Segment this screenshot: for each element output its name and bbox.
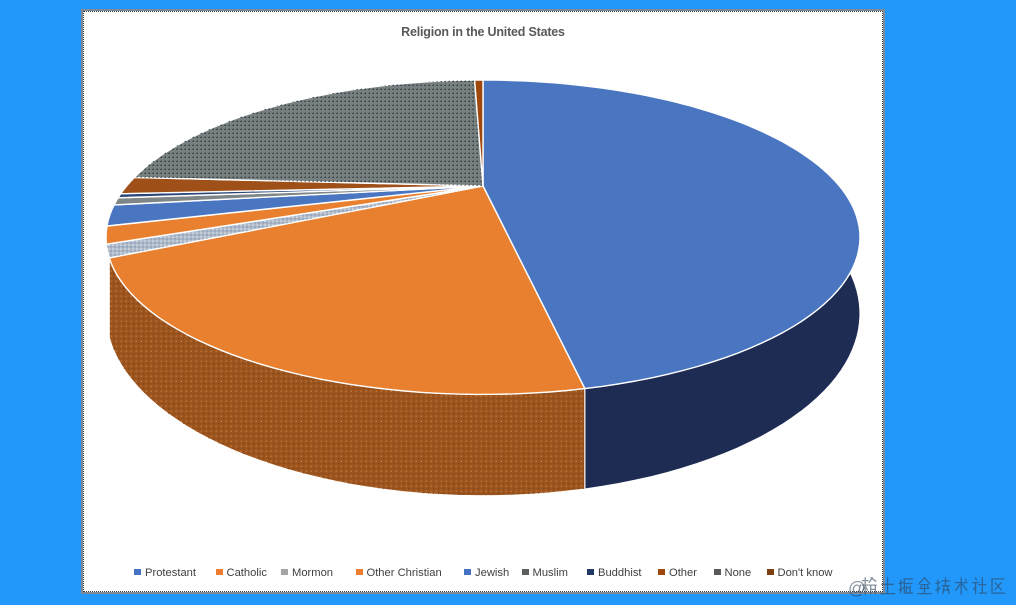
svg-text:@: @	[848, 578, 866, 598]
